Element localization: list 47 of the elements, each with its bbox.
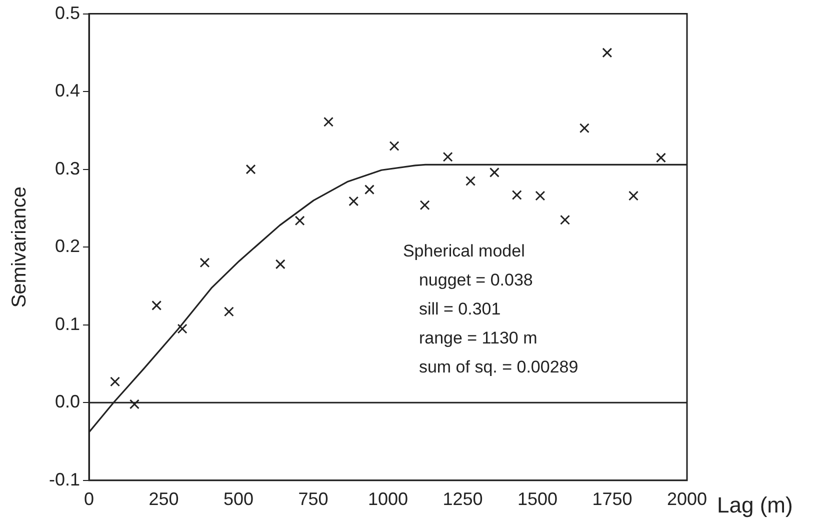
point <box>364 184 374 195</box>
point <box>560 214 570 225</box>
point <box>324 116 334 127</box>
y-tick-label: -0.1 <box>48 469 80 490</box>
point <box>489 167 500 178</box>
x-tick-label: 0 <box>84 489 94 510</box>
point <box>152 300 162 310</box>
point <box>200 258 210 268</box>
y-tick-label: 0.1 <box>54 314 80 334</box>
annotation: range = 1130 m <box>418 328 538 348</box>
point <box>420 200 430 210</box>
x-tick-label: 1750 <box>592 489 632 510</box>
point <box>535 190 546 201</box>
point <box>389 141 400 151</box>
point <box>442 152 453 162</box>
annotation: Spherical model <box>402 241 525 260</box>
x-tick-label: 500 <box>223 489 254 510</box>
y-tick-label: 0.2 <box>54 236 80 256</box>
y-tick-label: 0.0 <box>54 392 80 412</box>
point <box>129 399 140 410</box>
point <box>177 324 188 334</box>
y-axis-title: Semivariance <box>8 186 31 308</box>
annotation: sill = 0.301 <box>418 299 501 318</box>
annotation: nugget = 0.038 <box>418 270 533 290</box>
point <box>275 259 286 270</box>
point <box>224 306 234 317</box>
x-tick-label: 2000 <box>666 489 708 510</box>
point <box>294 216 305 226</box>
y-tick-label: 0.4 <box>54 80 80 101</box>
x-axis-title: Lag (m) <box>717 492 793 518</box>
point <box>348 196 359 206</box>
point <box>628 190 638 201</box>
point <box>656 152 666 163</box>
point <box>579 123 590 134</box>
x-tick-label: 1250 <box>442 489 483 510</box>
point <box>602 48 612 58</box>
x-tick-label: 1500 <box>517 489 558 510</box>
point <box>246 164 256 174</box>
y-tick-label: 0.5 <box>54 2 80 23</box>
point <box>466 176 476 186</box>
x-tick-label: 250 <box>148 489 179 510</box>
x-tick-label: 750 <box>298 489 328 510</box>
point <box>512 190 522 200</box>
point <box>110 376 120 387</box>
annotation: sum of sq. = 0.00289 <box>418 357 578 376</box>
x-tick-label: 1000 <box>368 489 408 510</box>
y-tick-label: 0.3 <box>54 158 80 178</box>
